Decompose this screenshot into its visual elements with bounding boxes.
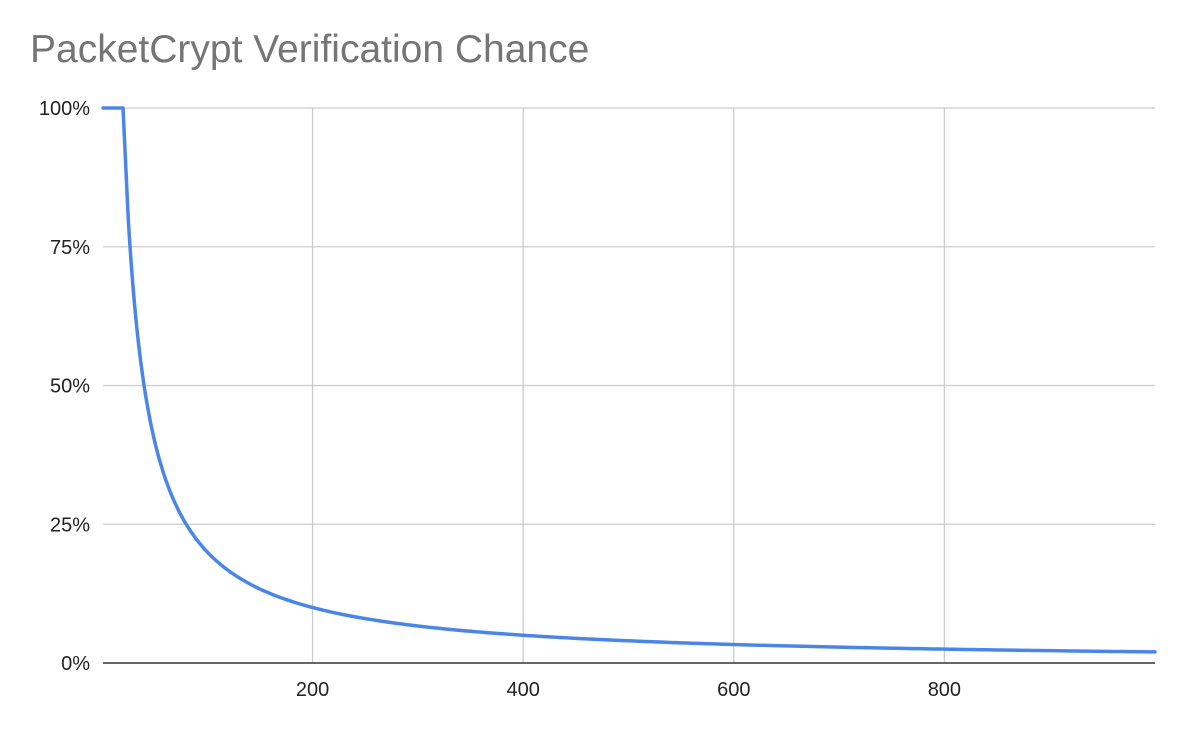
y-tick-label: 0% — [61, 653, 90, 675]
x-tick-label: 200 — [296, 679, 329, 701]
x-tick-labels: 200 400 600 800 — [296, 679, 961, 701]
series-group — [101, 106, 1157, 654]
y-tick-label: 100% — [39, 98, 90, 120]
grid-lines — [103, 107, 1155, 663]
y-tick-labels: 0% 25% 50% 75% 100% — [39, 98, 90, 675]
series-line — [101, 106, 1157, 654]
y-tick-label: 75% — [50, 237, 90, 259]
x-tick-label: 400 — [506, 679, 539, 701]
y-tick-label: 25% — [50, 514, 90, 536]
x-tick-label: 800 — [928, 679, 961, 701]
chart-title: PacketCrypt Verification Chance — [30, 28, 590, 71]
x-tick-label: 600 — [717, 679, 750, 701]
y-tick-label: 50% — [50, 376, 90, 398]
